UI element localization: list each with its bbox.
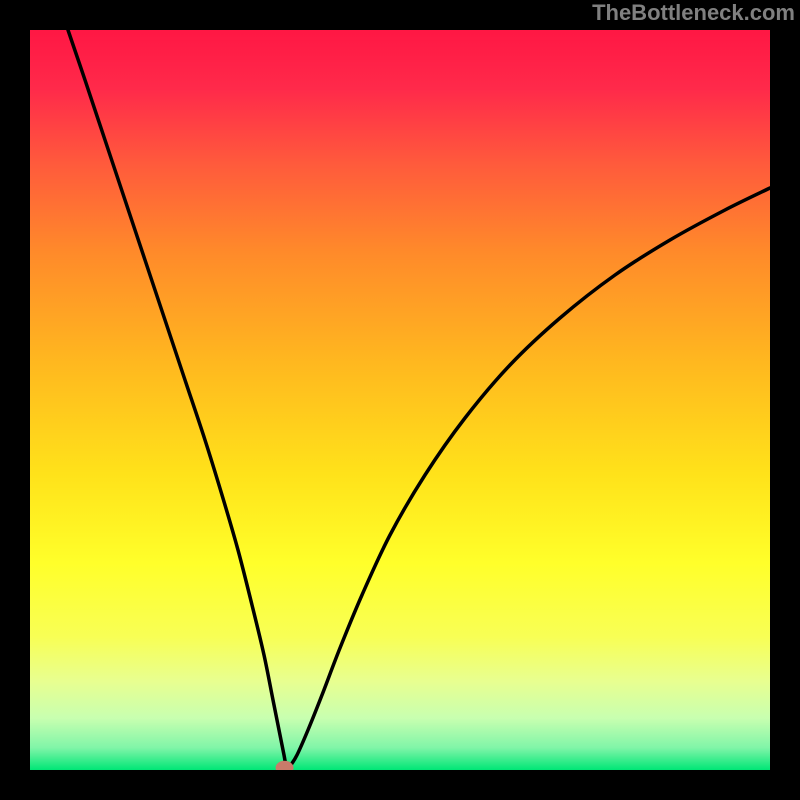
chart-container: TheBottleneck.com xyxy=(0,0,800,800)
watermark-text: TheBottleneck.com xyxy=(592,0,795,26)
plot-area xyxy=(30,30,770,770)
gradient-background xyxy=(30,30,770,770)
